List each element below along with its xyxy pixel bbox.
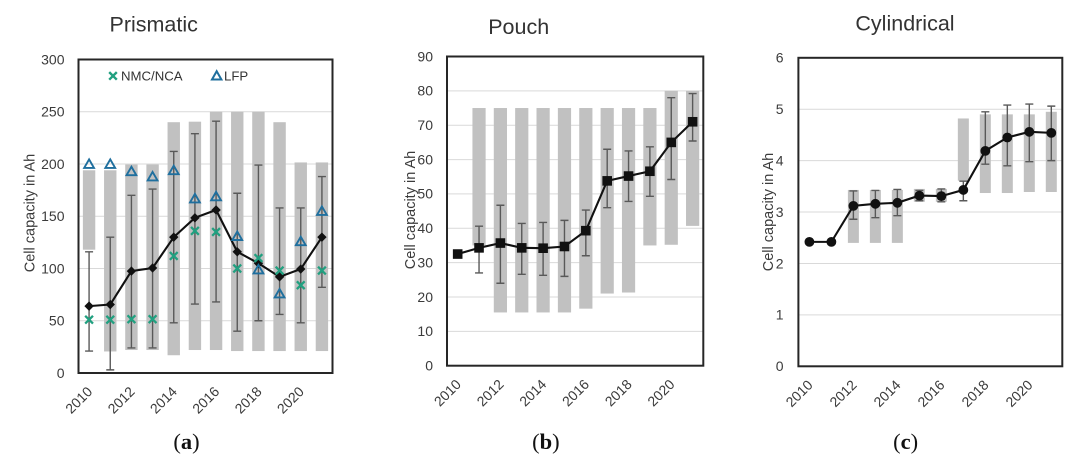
svg-text:0: 0 (776, 358, 784, 374)
svg-text:300: 300 (41, 51, 65, 67)
svg-text:Cell capacity in Ah: Cell capacity in Ah (23, 154, 39, 272)
svg-text:1: 1 (776, 307, 784, 323)
svg-text:50: 50 (417, 186, 433, 202)
svg-text:NMC/NCA: NMC/NCA (121, 69, 183, 84)
svg-text:6: 6 (776, 50, 784, 66)
svg-text:3: 3 (776, 204, 784, 220)
svg-text:20: 20 (417, 289, 433, 305)
svg-text:2: 2 (776, 255, 784, 271)
svg-text:5: 5 (776, 101, 784, 117)
svg-text:Cell capacity in Ah: Cell capacity in Ah (403, 151, 419, 269)
svg-text:Pouch: Pouch (488, 15, 549, 39)
svg-text:Prismatic: Prismatic (109, 13, 198, 37)
svg-text:Cylindrical: Cylindrical (855, 12, 954, 36)
svg-text:0: 0 (425, 358, 433, 374)
svg-text:100: 100 (41, 260, 65, 276)
svg-text:0: 0 (57, 365, 65, 381)
svg-text:200: 200 (41, 156, 65, 172)
svg-text:150: 150 (41, 208, 65, 224)
svg-text:50: 50 (49, 313, 65, 329)
svg-text:4: 4 (776, 152, 784, 168)
svg-text:90: 90 (417, 48, 433, 64)
svg-text:30: 30 (417, 254, 433, 270)
svg-text:(a): (a) (173, 429, 199, 454)
svg-text:Cell capacity in Ah: Cell capacity in Ah (761, 153, 777, 271)
svg-text:40: 40 (417, 220, 433, 236)
svg-text:(b): (b) (532, 429, 560, 454)
svg-text:80: 80 (417, 83, 433, 99)
svg-text:250: 250 (41, 104, 65, 120)
svg-text:(c): (c) (893, 429, 918, 454)
svg-text:70: 70 (417, 117, 433, 133)
svg-text:10: 10 (417, 323, 433, 339)
svg-text:60: 60 (417, 151, 433, 167)
svg-text:LFP: LFP (224, 69, 248, 84)
